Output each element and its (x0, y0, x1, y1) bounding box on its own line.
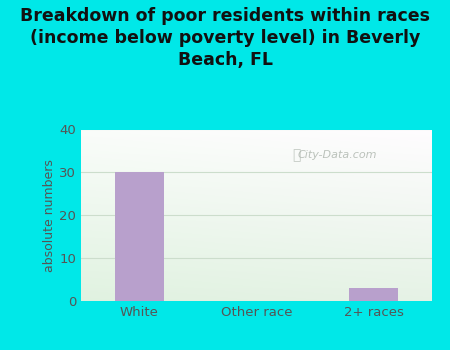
Y-axis label: absolute numbers: absolute numbers (44, 159, 57, 272)
Text: ⧖: ⧖ (292, 148, 301, 162)
Text: City-Data.com: City-Data.com (297, 150, 377, 160)
Bar (349, 288, 398, 301)
Text: Breakdown of poor residents within races
(income below poverty level) in Beverly: Breakdown of poor residents within races… (20, 7, 430, 69)
Bar (115, 172, 164, 301)
